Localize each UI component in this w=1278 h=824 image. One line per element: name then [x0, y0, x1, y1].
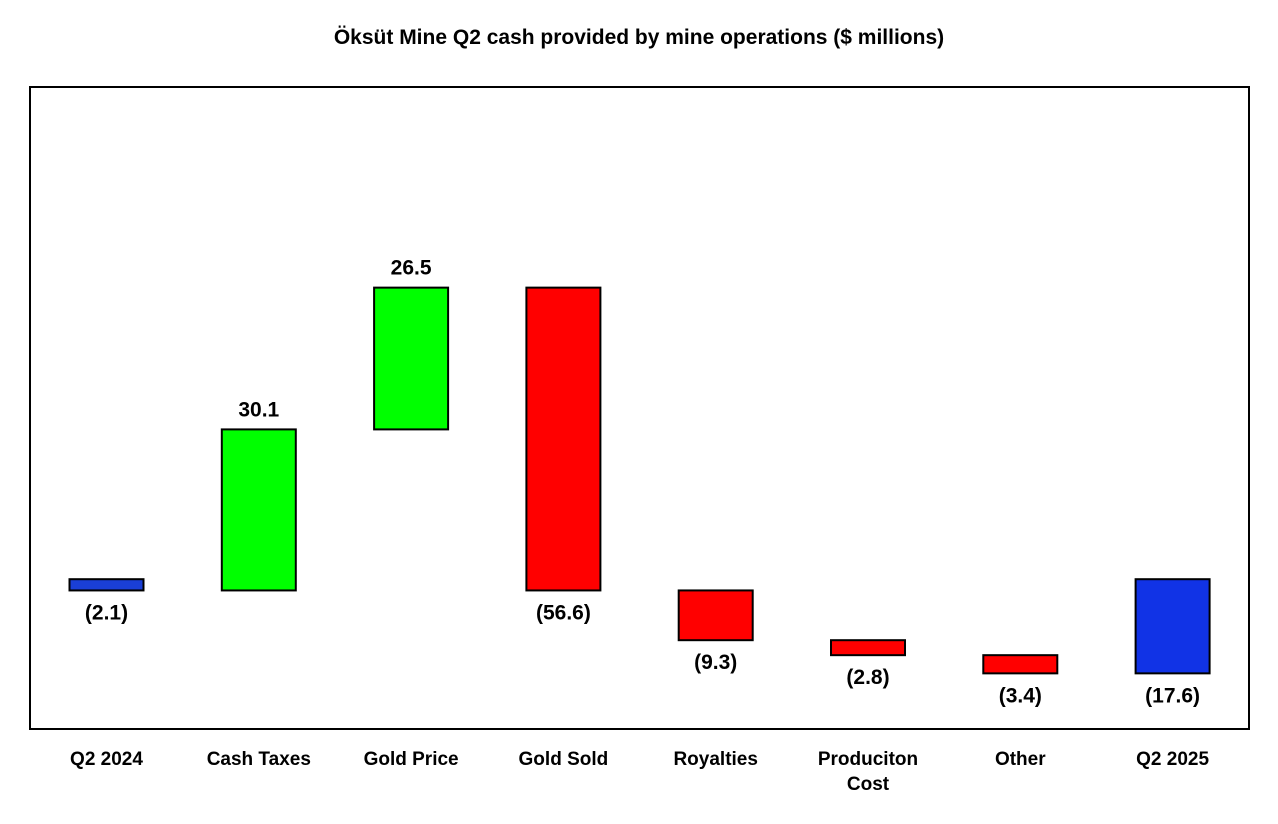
bar-produciton-cost: [830, 639, 906, 657]
bar-cash-taxes: [220, 428, 297, 592]
category-label: Cash Taxes: [207, 749, 311, 770]
data-label: (56.6): [536, 601, 591, 624]
data-label: (17.6): [1145, 684, 1200, 707]
plot-area-frame: [29, 86, 1250, 730]
data-label: (2.8): [846, 666, 889, 689]
data-labels-group: (2.1) 30.1 26.5 (56.6) (9.3) (2.8) (3.4) (17.6): [85, 257, 1200, 708]
bar-q2-2024: [68, 578, 145, 592]
bar-gold-price: [373, 286, 450, 431]
data-label: (3.4): [999, 684, 1042, 707]
category-label: Royalties: [673, 749, 757, 770]
data-label: (2.1): [85, 601, 128, 624]
category-labels-group: Q2 2024 Cash Taxes Gold Price Gold Sold Roya…: [70, 749, 1209, 795]
category-label: Gold Price: [364, 749, 459, 770]
bars-group: [68, 286, 1211, 675]
chart-title: Öksüt Mine Q2 cash provided by mine oper…: [333, 26, 945, 49]
data-label: (9.3): [694, 651, 737, 674]
category-label: Q2 2025: [1136, 749, 1209, 770]
bar-gold-sold: [525, 286, 602, 592]
category-label: Other: [995, 749, 1046, 770]
category-label: Q2 2024: [70, 749, 143, 770]
data-label: 26.5: [391, 257, 432, 280]
bar-other: [982, 654, 1059, 675]
bar-royalties: [677, 589, 754, 642]
bar-q2-2025: [1134, 578, 1211, 675]
category-label: Gold Sold: [519, 749, 609, 770]
data-label: 30.1: [238, 398, 279, 421]
category-label: Produciton Cost: [818, 749, 918, 795]
